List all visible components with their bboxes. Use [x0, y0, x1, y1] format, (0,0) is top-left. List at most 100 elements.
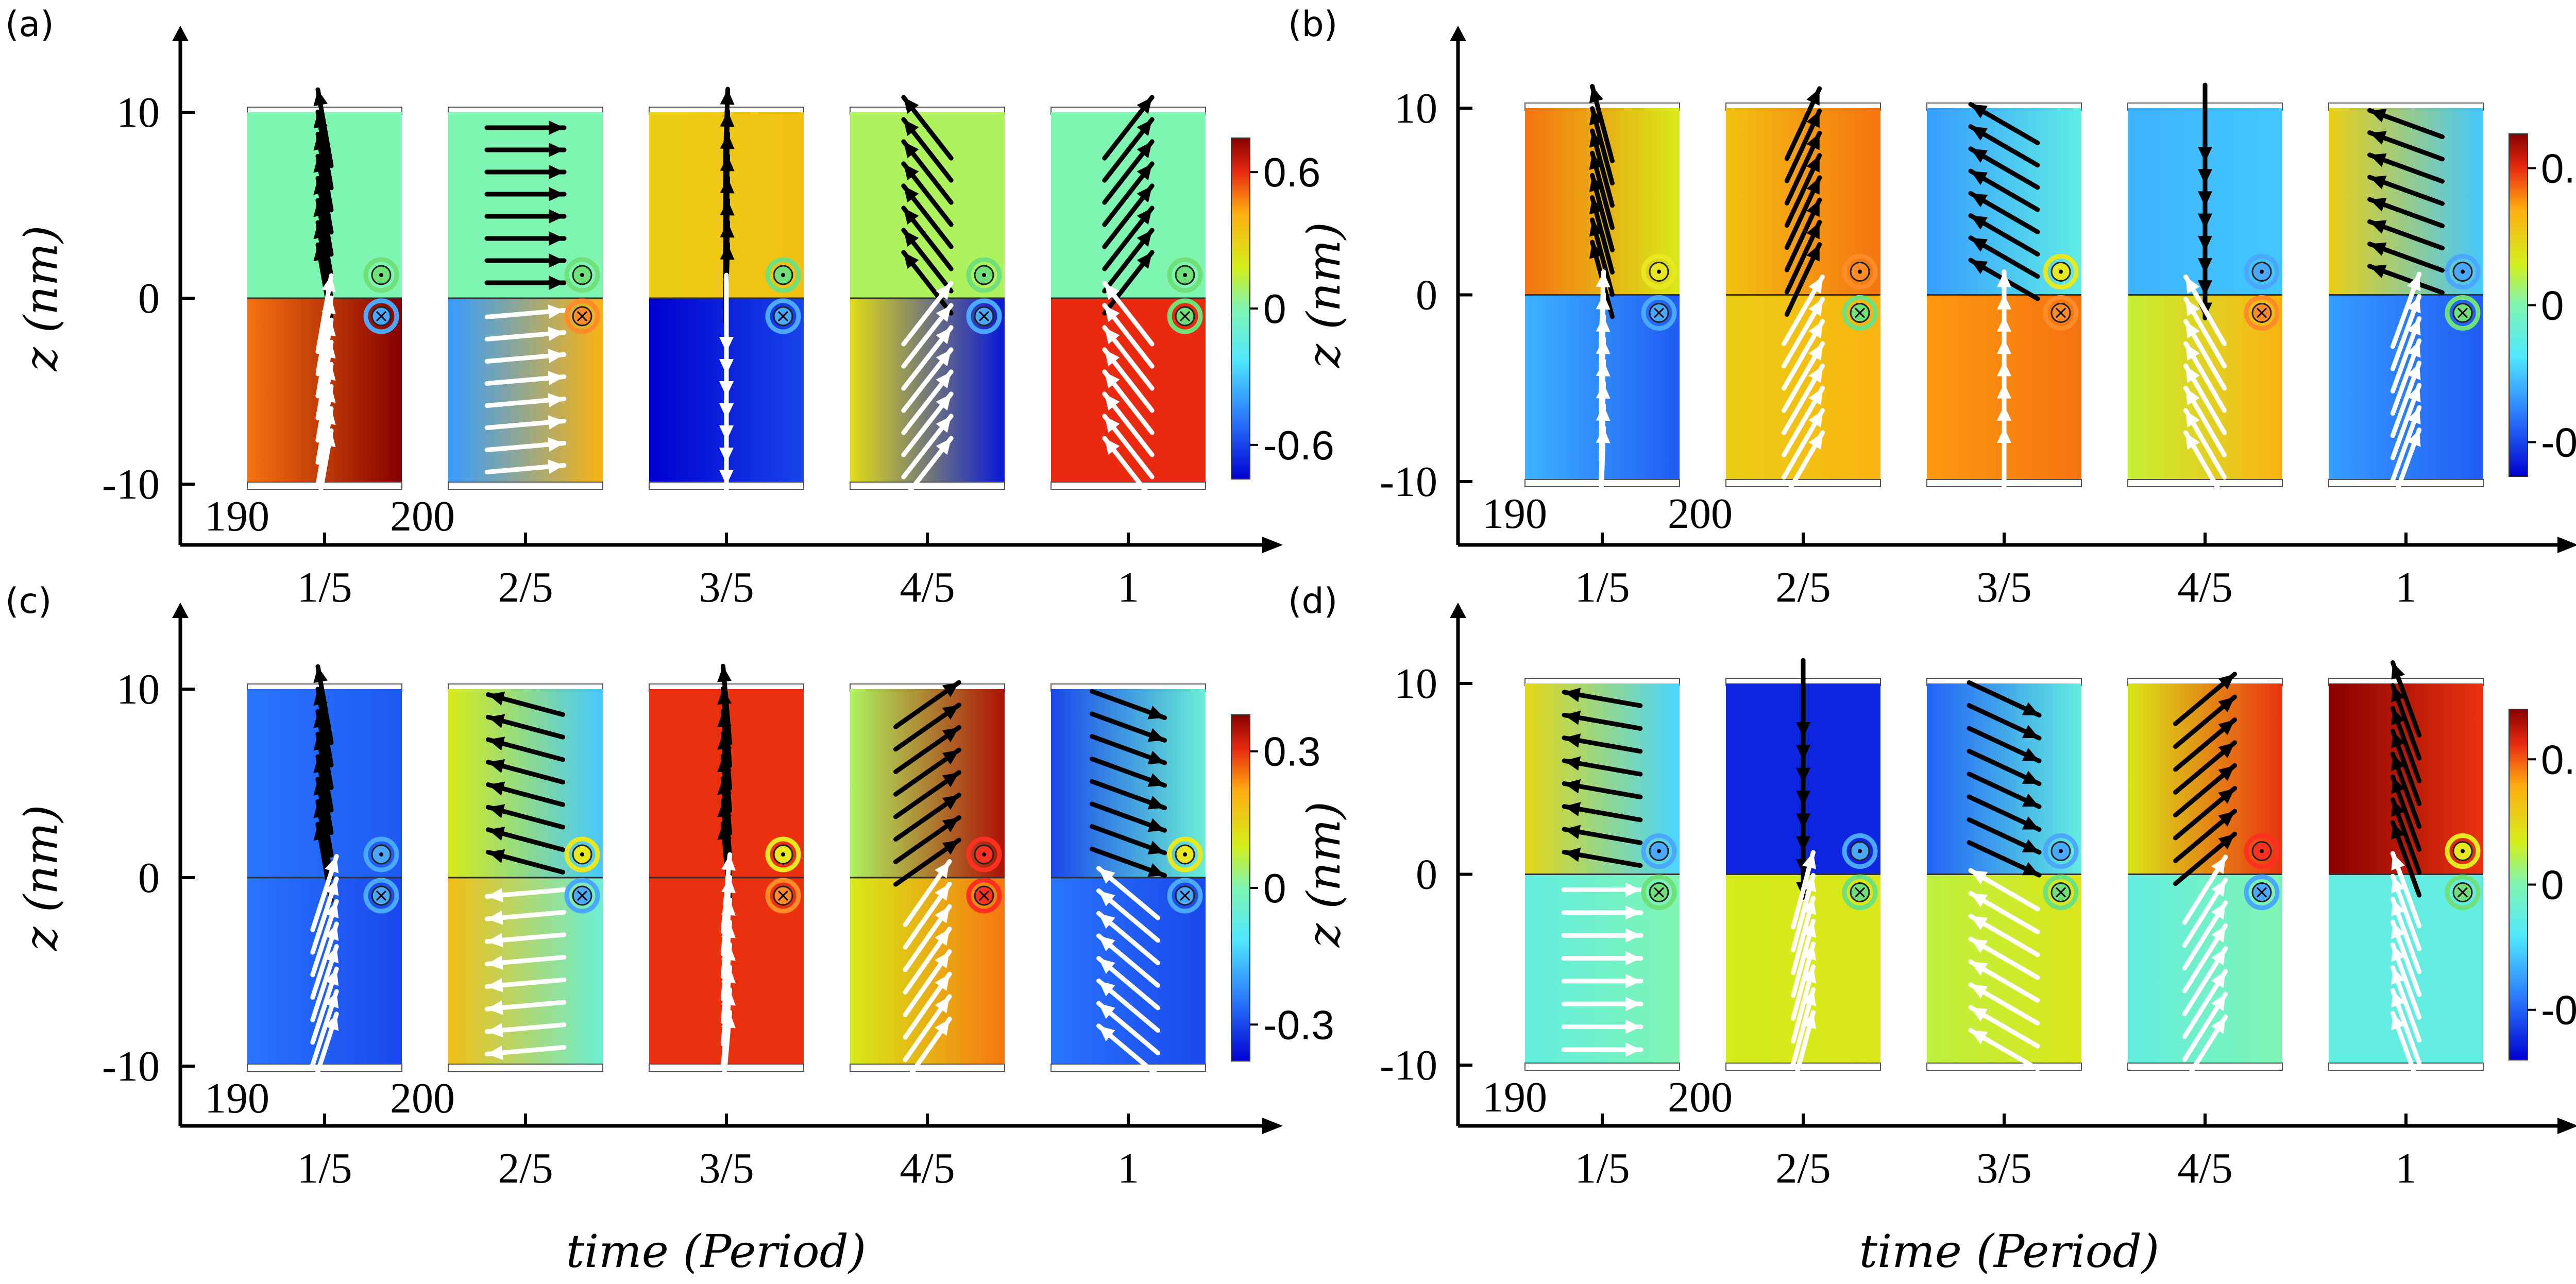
magnetization-arrow-top-head — [549, 165, 564, 179]
magnetization-arrow-bottom-head — [721, 945, 736, 961]
panel-label: (b) — [1288, 4, 1337, 45]
x-axis-arrow — [2557, 1118, 2576, 1134]
magnetization-arrow-top-head — [2022, 702, 2039, 715]
magnetization-arrow-bottom-head — [1104, 305, 1120, 322]
layer-bottom — [2329, 295, 2483, 482]
magnetization-arrow-top-head — [720, 111, 735, 127]
cross-icon — [1179, 890, 1191, 901]
x-tick-label: 1/5 — [1574, 1144, 1630, 1192]
magnetization-arrow-top-head — [942, 727, 959, 743]
cross-icon — [577, 890, 588, 901]
snapshot-1-5 — [247, 87, 402, 509]
colorbar-tick-label: -0.6 — [1263, 422, 1334, 468]
magnetization-arrow-bottom-head — [1625, 1042, 1641, 1057]
snapshot-4-5 — [2127, 672, 2283, 1085]
cap-bottom — [2127, 479, 2283, 487]
dot-icon — [2461, 269, 2465, 274]
magnetization-arrow-top-head — [2369, 176, 2387, 190]
cross-icon — [2055, 307, 2066, 318]
x-range-label-end: 200 — [1668, 490, 1733, 538]
dot-icon — [982, 273, 986, 277]
magnetization-arrow-top-head — [1589, 219, 1603, 237]
x-range-label-end: 200 — [390, 1074, 455, 1122]
layer-top — [1927, 683, 2081, 875]
cross-icon — [978, 890, 990, 901]
magnetization-arrow-bottom-head — [2391, 853, 2405, 871]
magnetization-arrow-top-head — [313, 666, 328, 683]
chirality-marker-bottom-ring — [2043, 875, 2079, 910]
x-range-label-start: 190 — [205, 492, 269, 540]
magnetization-arrow-top-head — [1564, 688, 1581, 702]
chirality-marker-bottom-ring — [966, 298, 1002, 334]
y-tick-label: 0 — [138, 275, 160, 322]
magnetization-arrow-bottom-head — [1104, 349, 1120, 367]
chirality-marker-top-ring — [2043, 833, 2079, 869]
y-tick-label: 10 — [1394, 660, 1437, 708]
magnetization-arrow-top-head — [1806, 89, 1820, 106]
magnetization-arrow-top-head — [313, 200, 328, 217]
magnetization-arrow-top-head — [1589, 153, 1603, 170]
colorbar-tick-label: 0 — [1263, 865, 1286, 911]
magnetization-arrow-bottom-head — [548, 349, 564, 364]
magnetization-arrow-bottom-head — [2185, 366, 2200, 383]
magnetization-arrow-top-head — [2391, 685, 2405, 703]
chirality-marker-bottom-ring — [2043, 295, 2079, 331]
cross-icon — [978, 311, 990, 322]
chirality-marker-bottom-ring — [564, 298, 600, 334]
magnetization-arrow-top-head — [903, 97, 919, 114]
magnetization-arrow-bottom-head — [1808, 433, 1823, 450]
cap-bottom — [1050, 482, 1206, 490]
colorbar-tick-label: 0.6 — [1263, 149, 1320, 195]
magnetization-arrow-top-head — [2369, 242, 2387, 256]
magnetization-arrow-top-head — [1137, 252, 1153, 269]
dot-icon — [2461, 849, 2465, 853]
chirality-marker-bottom-ring — [564, 878, 600, 914]
magnetization-arrow-top-head — [1564, 710, 1581, 725]
y-axis-title: z (nm) — [14, 804, 67, 951]
magnetization-arrow-top-head — [720, 89, 735, 105]
magnetization-arrow-top-head — [1806, 200, 1820, 217]
layer-bottom — [1051, 878, 1206, 1066]
magnetization-arrow-bottom-head — [487, 978, 503, 992]
magnetization-arrow-bottom-head — [1802, 989, 1817, 1006]
snapshot-3-5 — [649, 87, 804, 510]
magnetization-arrow-bottom-head — [936, 327, 952, 345]
magnetization-arrow-bottom-head — [1596, 294, 1611, 310]
cross-icon — [1653, 887, 1665, 898]
magnetization-arrow-bottom-head — [1596, 427, 1611, 443]
magnetization-arrow-bottom-head — [2391, 1013, 2405, 1031]
magnetization-arrow-bottom-head — [548, 437, 564, 452]
magnetization-arrow-top-head — [1971, 148, 1988, 163]
magnetization-arrow-bottom-head — [1596, 361, 1611, 376]
magnetization-arrow-bottom-head — [321, 342, 336, 359]
dot-icon — [781, 273, 785, 277]
magnetization-arrow-bottom-head — [1596, 383, 1611, 399]
snapshot-2-5 — [448, 683, 603, 1072]
magnetization-arrow-top-head — [2218, 742, 2235, 758]
magnetization-arrow-top-head — [1147, 728, 1165, 742]
magnetization-arrow-top-head — [1137, 185, 1153, 203]
magnetization-arrow-bottom-head — [548, 327, 564, 341]
magnetization-arrow-top-head — [1971, 171, 1988, 185]
magnetization-arrow-top-head — [2218, 834, 2235, 850]
magnetization-arrow-bottom-head — [935, 996, 950, 1014]
cross-icon — [1179, 311, 1191, 322]
magnetization-arrow-bottom-head — [2211, 902, 2226, 920]
magnetization-arrow-bottom-head — [1971, 870, 1988, 885]
magnetization-arrow-top-head — [942, 772, 959, 787]
chirality-marker-top-ring — [966, 836, 1002, 872]
magnetization-arrow-bottom-head — [721, 899, 736, 916]
x-tick-label: 2/5 — [498, 1144, 553, 1192]
magnetization-arrow-bottom-head — [936, 371, 952, 389]
magnetization-arrow-bottom-head — [935, 1019, 950, 1036]
magnetization-arrow-top-head — [2391, 823, 2405, 840]
magnetization-arrow-top-head — [942, 750, 959, 765]
x-tick-label: 4/5 — [2177, 563, 2232, 611]
magnetization-arrow-top-head — [1147, 841, 1165, 854]
magnetization-arrow-top-head — [1971, 193, 1988, 208]
magnetization-arrow-bottom-head — [721, 854, 736, 871]
panel-label: (d) — [1288, 581, 1337, 622]
magnetization-arrow-bottom-head — [2391, 922, 2405, 939]
magnetization-arrow-top-head — [1971, 104, 1988, 118]
magnetization-arrow-bottom-head — [1098, 1003, 1115, 1019]
